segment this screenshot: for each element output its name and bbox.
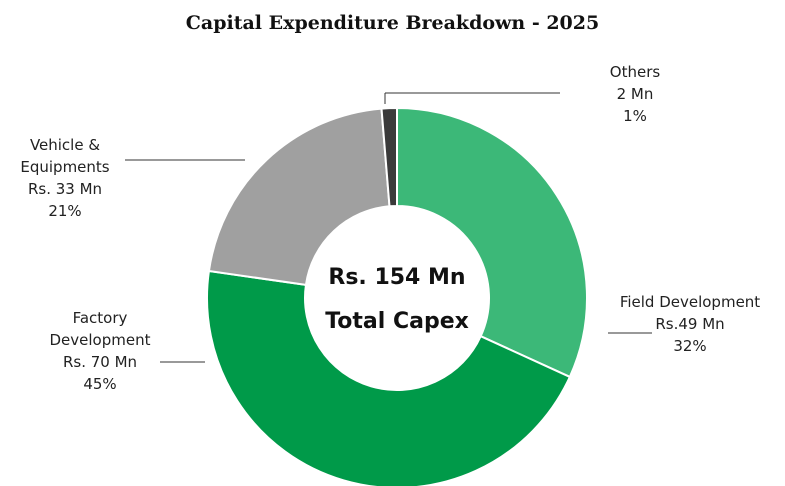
data-label: Field Development Rs.49 Mn 32% — [600, 291, 780, 357]
data-label: Others 2 Mn 1% — [585, 61, 685, 127]
center-title: Rs. 154 Mn — [328, 265, 466, 290]
value-label: Rs. 33 Mn — [27, 180, 103, 198]
data-label: Vehicle & Equipments Rs. 33 Mn 21% — [0, 134, 130, 222]
percent-label: 21% — [48, 202, 82, 220]
donut-segment — [206, 269, 572, 486]
category-label: Factory Development — [49, 309, 151, 349]
category-label: Others — [609, 63, 661, 81]
data-label: Factory Development Rs. 70 Mn 45% — [20, 307, 180, 395]
donut-segment — [396, 106, 588, 379]
category-label: Field Development — [619, 293, 761, 311]
value-label: Rs. 70 Mn — [62, 353, 138, 371]
percent-label: 32% — [673, 337, 707, 355]
percent-label: 1% — [623, 107, 647, 125]
donut-segment — [380, 106, 398, 208]
center-subtitle: Total Capex — [325, 309, 469, 334]
value-label: Rs.49 Mn — [655, 315, 725, 333]
donut-segment — [207, 107, 391, 287]
percent-label: 45% — [83, 375, 117, 393]
category-label: Vehicle & Equipments — [20, 136, 110, 176]
chart-title: Capital Expenditure Breakdown - 2025 — [185, 12, 600, 34]
value-label: 2 Mn — [616, 85, 654, 103]
